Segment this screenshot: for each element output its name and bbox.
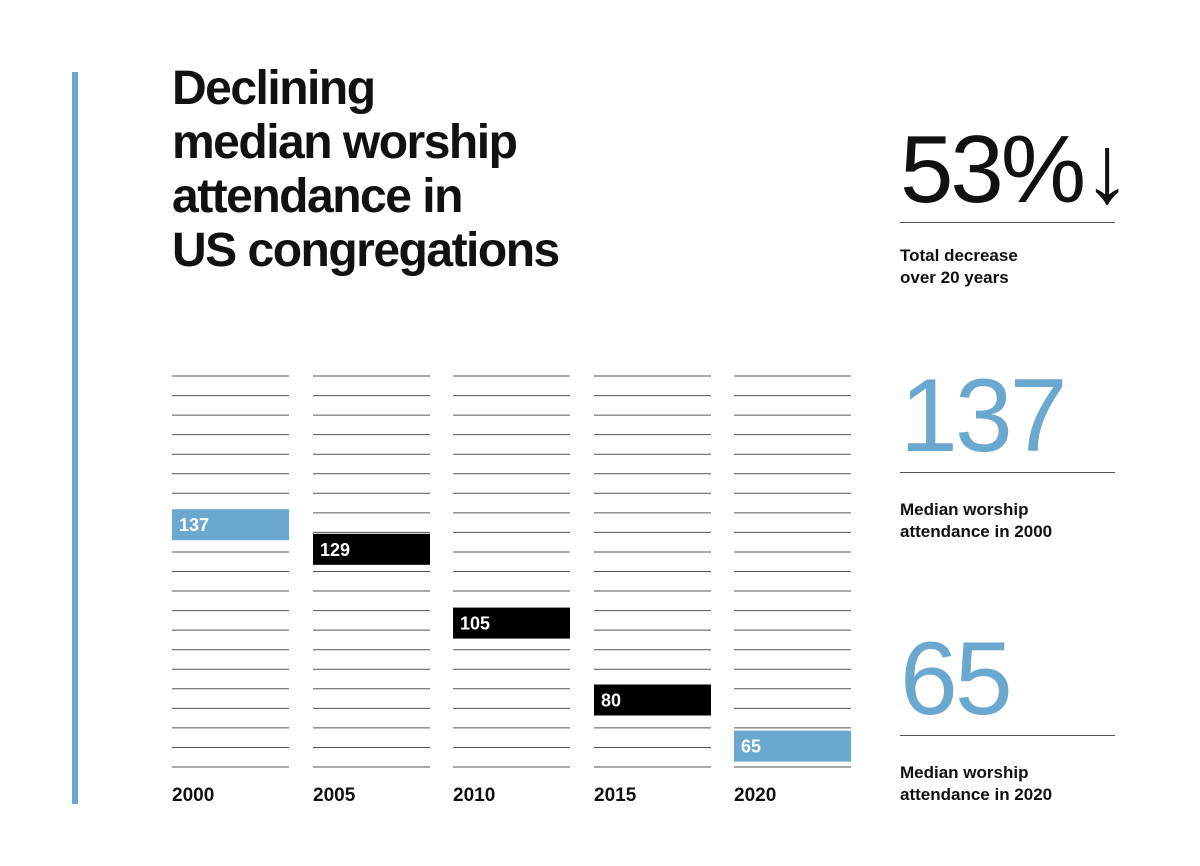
stat-2000-caption-line-1: Median worship bbox=[900, 500, 1029, 519]
bar-2020 bbox=[734, 730, 851, 762]
stat-divider bbox=[900, 735, 1115, 736]
bar-2005 bbox=[313, 533, 430, 565]
bar-value-label-2015: 80 bbox=[601, 691, 621, 711]
stat-2020-caption: Median worship attendance in 2020 bbox=[900, 762, 1115, 806]
title-line-3: attendance in bbox=[172, 170, 463, 223]
title-line-1: Declining bbox=[172, 62, 376, 115]
bar-value-label-2020: 65 bbox=[741, 737, 761, 757]
year-label-2010: 2010 bbox=[453, 785, 496, 806]
page-title: Declining median worship attendance in U… bbox=[172, 62, 642, 278]
stat-2020-value: 65 bbox=[900, 621, 1013, 737]
stat-decrease-caption-line-2: over 20 years bbox=[900, 268, 1009, 287]
stat-attendance-2000: 137 Median worship attendance in 2000 bbox=[900, 360, 1115, 543]
year-label-2005: 2005 bbox=[313, 785, 356, 806]
bar-2010 bbox=[453, 607, 570, 639]
bar-value-label-2005: 129 bbox=[320, 540, 350, 560]
stat-total-decrease: 53%↓ Total decrease over 20 years bbox=[900, 116, 1131, 289]
stat-decrease-value: 53%↓ bbox=[900, 116, 1131, 223]
bar-2000 bbox=[172, 509, 289, 541]
stat-divider bbox=[900, 472, 1115, 473]
year-label-2020: 2020 bbox=[734, 785, 777, 806]
year-label-2000: 2000 bbox=[172, 785, 215, 806]
title-line-4: US congregations bbox=[172, 224, 560, 277]
stat-divider bbox=[900, 222, 1115, 223]
stat-2000-value: 137 bbox=[900, 358, 1068, 474]
stat-2000-caption: Median worship attendance in 2000 bbox=[900, 499, 1115, 543]
year-label-2015: 2015 bbox=[594, 785, 637, 806]
stat-2020-caption-line-1: Median worship bbox=[900, 763, 1029, 782]
bar-value-label-2000: 137 bbox=[179, 515, 209, 535]
title-line-2: median worship bbox=[172, 116, 518, 169]
stat-2000-caption-line-2: attendance in 2000 bbox=[900, 522, 1053, 541]
bar-value-label-2010: 105 bbox=[460, 614, 490, 634]
accent-rule bbox=[72, 72, 78, 804]
stat-attendance-2020: 65 Median worship attendance in 2020 bbox=[900, 623, 1115, 806]
stat-decrease-caption-line-1: Total decrease bbox=[900, 246, 1018, 265]
stat-decrease-caption: Total decrease over 20 years bbox=[900, 245, 1115, 289]
bar-2015 bbox=[594, 684, 711, 716]
stat-2020-caption-line-2: attendance in 2020 bbox=[900, 785, 1053, 804]
